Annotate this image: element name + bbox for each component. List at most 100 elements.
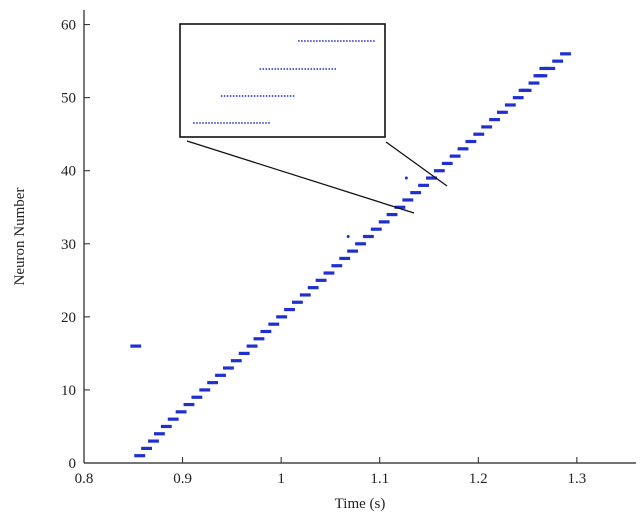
spike-burst — [134, 454, 146, 458]
inset-spike — [268, 122, 270, 124]
spike-burst — [291, 300, 303, 304]
spike-burst — [323, 271, 335, 275]
inset-spike — [313, 68, 316, 70]
spike-burst — [528, 81, 540, 85]
inset-spike — [283, 95, 286, 97]
y-tick-label: 10 — [61, 383, 76, 399]
inset-spike — [339, 40, 342, 42]
spike-burst — [378, 220, 390, 224]
isolated-spike — [404, 176, 408, 180]
spike-burst — [370, 227, 382, 231]
x-axis-label: Time (s) — [335, 496, 386, 512]
inset-spike — [262, 68, 265, 70]
inset-spike — [360, 40, 363, 42]
inset-spike — [363, 40, 366, 42]
spike-burst — [238, 351, 250, 356]
y-tick-label: 30 — [61, 237, 76, 253]
inset-spike — [342, 40, 345, 42]
inset-spike — [193, 122, 195, 124]
spike-burst — [315, 278, 327, 282]
spike-burst — [473, 132, 485, 136]
inset-spike — [271, 68, 274, 70]
inset-spike — [196, 122, 198, 124]
spike-burst — [230, 359, 242, 363]
inset-spike — [306, 40, 309, 42]
inset-spike — [286, 68, 289, 70]
spike-burst — [441, 161, 453, 166]
inset-spike — [274, 68, 277, 70]
spike-burst — [207, 381, 219, 385]
inset-spike — [226, 122, 228, 124]
x-tick-label: 1.1 — [370, 471, 389, 487]
inset-spike — [253, 122, 255, 124]
inset-spike — [321, 40, 324, 42]
inset-spike — [205, 122, 207, 124]
inset-spike — [309, 40, 312, 42]
inset-spike — [265, 95, 268, 97]
inset-spike — [322, 68, 325, 70]
inset-spike — [280, 95, 283, 97]
spike-burst — [418, 183, 429, 187]
zoom-inset — [179, 23, 448, 214]
inset-spike — [259, 122, 261, 124]
inset-connector — [186, 140, 415, 214]
x-tick-label: 0.8 — [75, 471, 94, 487]
spike-burst — [457, 147, 469, 151]
spike-burst — [260, 329, 272, 334]
inset-spike — [265, 122, 267, 124]
inset-spike — [241, 95, 244, 97]
inset-spike — [211, 122, 213, 124]
inset-spike — [372, 40, 375, 42]
spike-burst — [268, 322, 280, 326]
inset-spike — [292, 95, 295, 97]
spike-burst — [560, 52, 571, 56]
spike-burst — [465, 139, 477, 144]
spike-burst — [215, 373, 226, 377]
inset-spike — [232, 95, 235, 97]
spike-burst-extra — [518, 88, 529, 92]
inset-spike — [366, 40, 369, 42]
inset-spike — [277, 68, 280, 70]
inset-spike — [331, 68, 334, 70]
spike-burst — [544, 66, 556, 71]
spike-burst-extra — [130, 344, 142, 348]
inset-spike — [217, 122, 219, 124]
inset-spike — [262, 122, 264, 124]
inset-spike — [289, 95, 292, 97]
inset-spike — [301, 68, 304, 70]
inset-connector — [385, 141, 448, 187]
spike-marks — [130, 52, 571, 458]
inset-spike — [283, 68, 286, 70]
y-tick-label: 20 — [61, 310, 76, 326]
inset-spike — [325, 68, 328, 70]
spike-burst — [199, 388, 211, 392]
inset-spike — [300, 40, 303, 42]
inset-spike — [241, 122, 243, 124]
spike-burst — [183, 402, 195, 407]
spike-burst — [167, 417, 179, 421]
inset-spike — [259, 95, 262, 97]
x-tick-label: 1 — [277, 471, 285, 487]
x-tick-label: 1.2 — [469, 471, 488, 487]
spike-burst — [410, 191, 422, 195]
inset-spike — [259, 68, 262, 70]
inset-spike — [202, 122, 204, 124]
inset-spike — [336, 40, 339, 42]
spike-burst — [153, 432, 165, 436]
inset-spike — [223, 122, 225, 124]
inset-spike — [268, 95, 271, 97]
spike-burst — [307, 286, 319, 290]
spike-burst — [284, 307, 295, 312]
inset-spike — [307, 68, 310, 70]
inset-spike — [238, 122, 240, 124]
spike-burst — [347, 249, 359, 253]
inset-spike — [295, 68, 298, 70]
spike-burst — [276, 315, 288, 319]
spike-burst — [331, 264, 343, 268]
spike-burst — [299, 293, 311, 297]
inset-spike — [315, 40, 318, 42]
inset-spike — [250, 95, 253, 97]
inset-spike — [244, 122, 246, 124]
spike-burst — [402, 198, 414, 202]
